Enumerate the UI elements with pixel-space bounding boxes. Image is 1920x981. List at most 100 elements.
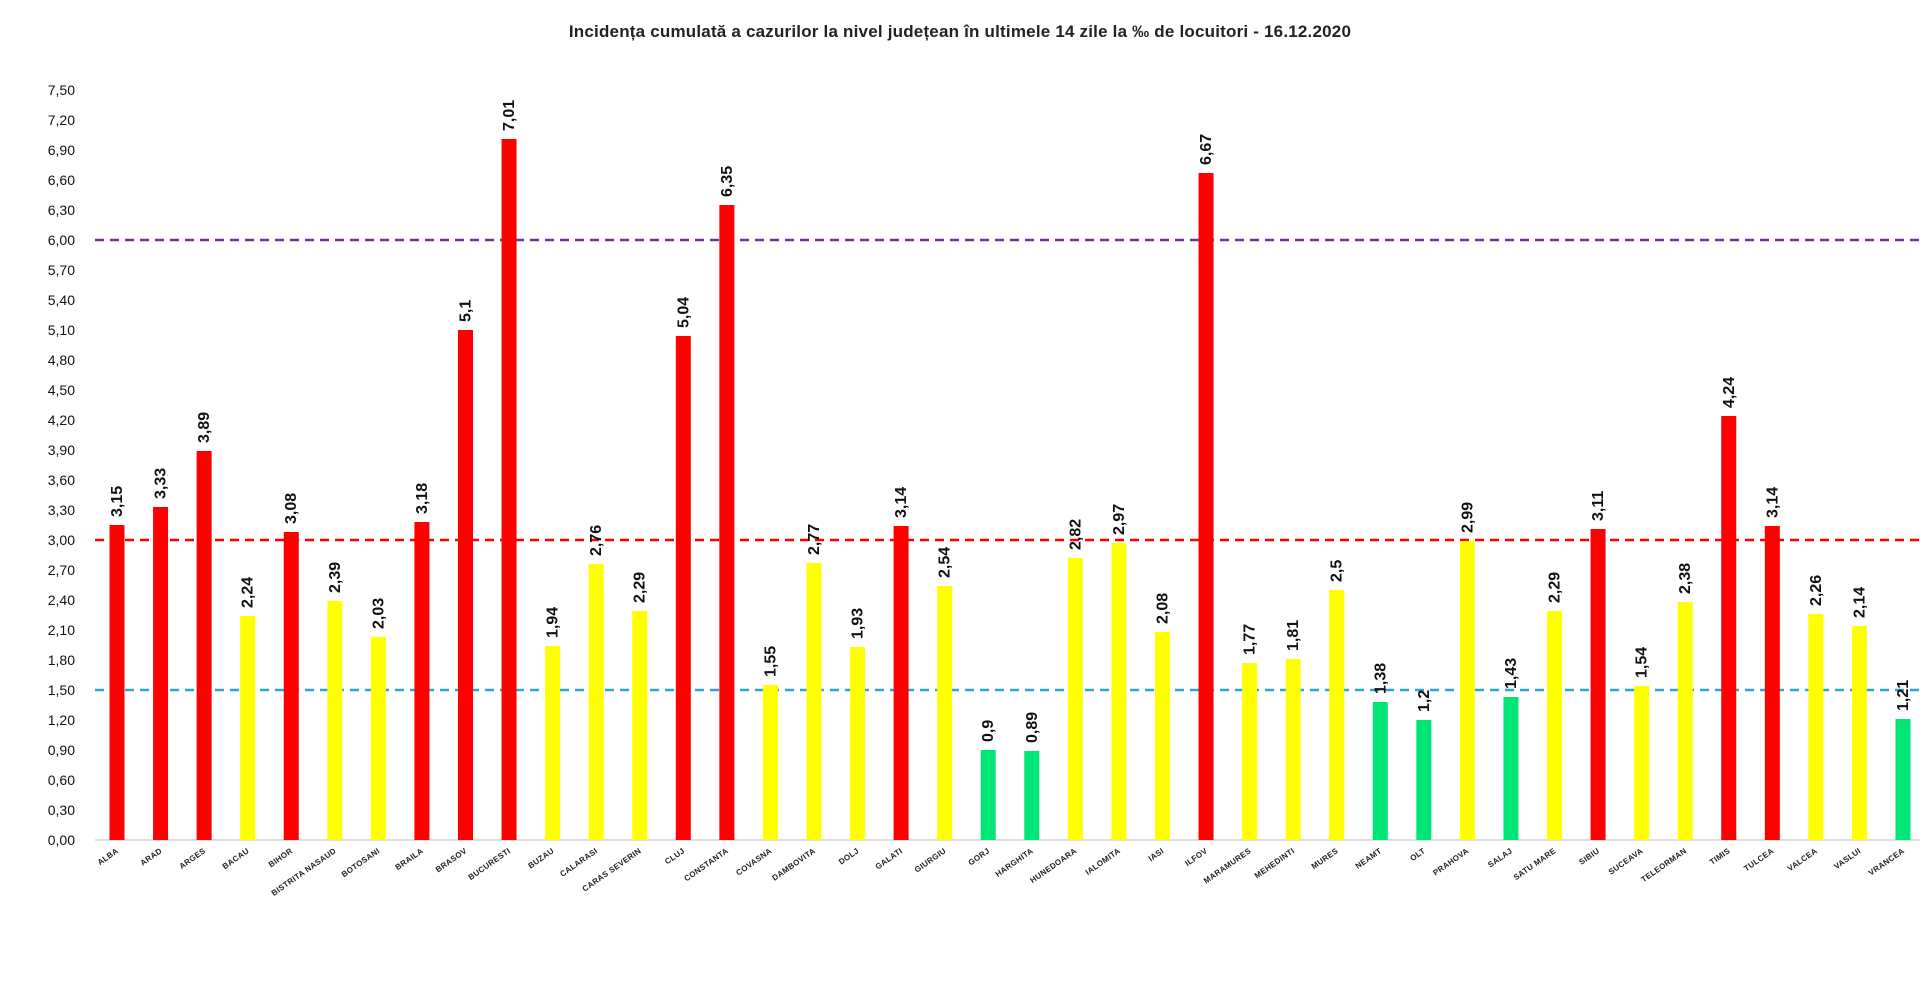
data-label: 1,21 <box>1895 680 1912 711</box>
category-label: BRASOV <box>434 846 469 874</box>
category-label: SATU MARE <box>1512 846 1558 882</box>
category-label: DOLJ <box>837 846 861 866</box>
bar <box>675 336 691 840</box>
category-label: CALARASI <box>558 846 599 878</box>
bar <box>980 750 996 840</box>
category-label: BIHOR <box>267 846 295 869</box>
category-label: GORJ <box>967 846 992 867</box>
category-label: MEHEDINTI <box>1253 846 1296 880</box>
y-tick-label: 1,50 <box>48 682 75 698</box>
data-label: 1,94 <box>545 607 562 638</box>
y-tick-label: 3,30 <box>48 502 75 518</box>
y-tick-label: 0,00 <box>48 832 75 848</box>
category-label: CLUJ <box>663 846 686 866</box>
y-tick-label: 5,10 <box>48 322 75 338</box>
bar <box>457 330 473 840</box>
bar <box>719 205 735 840</box>
data-label: 2,08 <box>1154 593 1171 624</box>
data-label: 1,38 <box>1372 663 1389 694</box>
bar <box>1808 614 1824 840</box>
bar <box>1590 529 1606 840</box>
category-label: HARGHITA <box>994 846 1035 879</box>
y-tick-label: 4,50 <box>48 382 75 398</box>
category-label: VALCEA <box>1786 846 1819 873</box>
bar <box>501 139 517 840</box>
bar <box>1895 719 1911 840</box>
bar <box>893 526 909 840</box>
y-tick-label: 6,30 <box>48 202 75 218</box>
data-label: 5,1 <box>457 300 474 322</box>
category-label: VRANCEA <box>1867 846 1906 877</box>
category-label: ARAD <box>139 846 164 867</box>
bars <box>109 139 1911 840</box>
data-label: 1,93 <box>850 608 867 639</box>
data-label: 2,97 <box>1111 504 1128 535</box>
y-tick-label: 5,40 <box>48 292 75 308</box>
y-tick-label: 4,20 <box>48 412 75 428</box>
y-tick-label: 6,00 <box>48 232 75 248</box>
bar <box>414 522 430 840</box>
category-label: SUCEAVA <box>1607 846 1645 876</box>
data-label: 3,14 <box>893 487 910 518</box>
data-label: 2,29 <box>1547 572 1564 603</box>
bar <box>1503 697 1519 840</box>
bar <box>1372 702 1388 840</box>
bar <box>850 647 866 840</box>
y-tick-label: 3,60 <box>48 472 75 488</box>
category-label: ILFOV <box>1183 846 1209 868</box>
y-tick-label: 2,10 <box>48 622 75 638</box>
bar <box>1154 632 1170 840</box>
data-label: 3,15 <box>109 486 126 517</box>
category-label: DAMBOVITA <box>771 846 818 882</box>
bar <box>1024 751 1040 840</box>
category-label: TELEORMAN <box>1639 846 1688 884</box>
data-label: 2,5 <box>1329 560 1346 582</box>
data-label: 0,89 <box>1024 712 1041 743</box>
y-tick-label: 5,70 <box>48 262 75 278</box>
bar <box>240 616 256 840</box>
data-label: 2,26 <box>1808 575 1825 606</box>
data-label: 1,2 <box>1416 690 1433 712</box>
y-tick-label: 0,30 <box>48 802 75 818</box>
y-tick-label: 2,70 <box>48 562 75 578</box>
category-label: TULCEA <box>1742 846 1775 873</box>
bar <box>370 637 386 840</box>
bar <box>806 563 822 840</box>
bar <box>1677 602 1693 840</box>
bar <box>327 601 343 840</box>
category-label: ALBA <box>96 846 120 867</box>
category-label: SALAJ <box>1486 846 1514 869</box>
bar <box>1851 626 1867 840</box>
data-label: 3,18 <box>414 483 431 514</box>
data-label: 3,89 <box>196 412 213 443</box>
category-label: BRAILA <box>394 846 425 872</box>
data-label: 1,81 <box>1285 620 1302 651</box>
data-label: 4,24 <box>1721 377 1738 408</box>
y-tick-label: 4,80 <box>48 352 75 368</box>
data-label: 2,99 <box>1459 502 1476 533</box>
data-label: 7,01 <box>501 100 518 131</box>
bar <box>588 564 604 840</box>
category-label: CONSTANTA <box>682 846 730 883</box>
category-label: ARGES <box>178 846 208 871</box>
data-label: 3,11 <box>1590 491 1607 521</box>
category-label: GIURGIU <box>913 846 948 874</box>
category-label: IALOMITA <box>1084 846 1122 877</box>
y-tick-label: 2,40 <box>48 592 75 608</box>
bar <box>1242 663 1258 840</box>
bar <box>196 451 212 840</box>
bar <box>1416 720 1432 840</box>
bar <box>1634 686 1650 840</box>
data-label: 2,54 <box>937 547 954 578</box>
bar <box>937 586 953 840</box>
category-label: GALATI <box>874 846 905 871</box>
data-label: 3,33 <box>153 468 170 499</box>
y-tick-label: 1,80 <box>48 652 75 668</box>
data-label: 2,24 <box>240 577 257 608</box>
data-label: 2,39 <box>327 562 344 593</box>
y-tick-label: 0,60 <box>48 772 75 788</box>
data-label: 1,55 <box>762 646 779 677</box>
data-label: 2,82 <box>1067 519 1084 550</box>
category-label: MARAMURES <box>1202 846 1253 885</box>
bar <box>1285 659 1301 840</box>
